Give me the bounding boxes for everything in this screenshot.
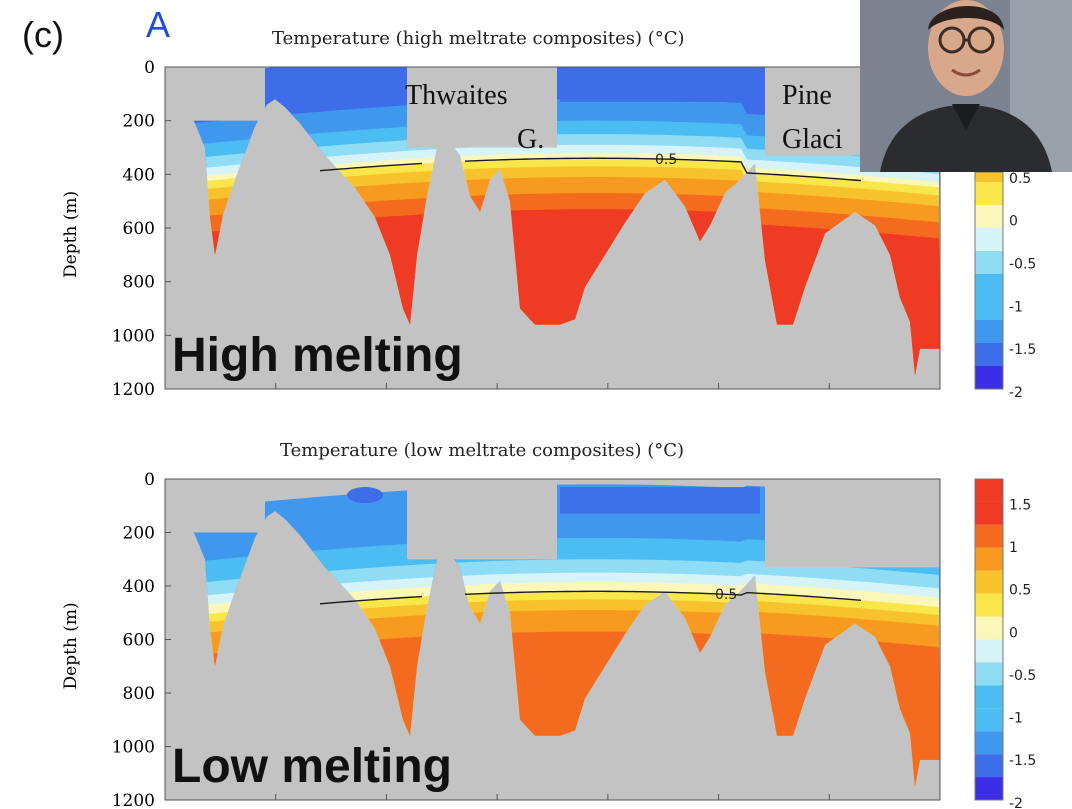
panel-label: (c) [22,14,64,55]
colorbar-swatch [975,731,1003,755]
colorbar-swatch [975,228,1003,251]
ice-shelf-thwaites [407,479,557,560]
ice-shelf-pine-island [765,479,940,568]
contour-line-0-5 [319,157,862,182]
y-axis-label: Depth (m) [61,602,81,689]
y-tick-label: 1200 [112,380,155,400]
y-tick-label: 200 [123,112,155,132]
cold-core [560,487,760,514]
colorbar-swatch [975,524,1003,548]
colorbar-swatch [975,570,1003,594]
colorbar-swatch [975,547,1003,571]
colorbar-swatch [975,501,1003,525]
y-tick-label: 800 [123,273,155,293]
top-section-plot: 0.5 0 200 400 600 800 1000 1200 Depth (m) High me… [61,58,1036,401]
colorbar-swatch [975,297,1003,320]
colorbar-swatch [975,251,1003,274]
colorbar-swatch [975,708,1003,732]
presenter-photo [860,0,1072,172]
y-tick-label: 800 [123,684,155,704]
overlay-label: High melting [172,329,463,382]
colorbar-swatch [975,172,1003,182]
colorbar-tick-label: -1 [1009,711,1023,727]
colorbar-swatch [975,777,1003,800]
colorbar-frame [974,478,1004,801]
bottom-section-plot: 0.5 0 200 400 600 800 1000 1200 Depth (m) Low mel… [61,470,1036,809]
colorbar-swatch [975,754,1003,778]
colorbar-tick-label: -2 [1009,796,1023,809]
y-tick-label: 1000 [112,738,155,758]
colorbar-tick-label: 0.5 [1009,583,1031,599]
colorbar-swatch [975,639,1003,663]
colorbar-tick-label: -0.5 [1009,668,1036,684]
colorbar-swatch [975,205,1003,228]
colorbar-tick-label: 0.5 [1009,171,1031,187]
colorbar-tick-label: 0 [1009,625,1018,641]
y-tick-label: 0 [144,470,155,490]
colorbar-tick-label: 1.5 [1009,497,1031,513]
colorbar-tick-label: -1 [1009,299,1023,315]
overlay-label: Low melting [172,740,452,793]
colorbar-swatch [975,479,1003,502]
colorbar-swatch [975,182,1003,205]
colorbar-tick-label: -0.5 [1009,257,1036,273]
top-chart-title: Temperature (high meltrate composites) (… [272,28,685,49]
colorbar-swatch [975,593,1003,617]
colorbar-swatch [975,616,1003,640]
cold-core [347,75,383,92]
cold-core [347,487,383,504]
colorbar-swatch [975,662,1003,686]
y-tick-label: 600 [123,631,155,651]
colorbar-tick-label: -1.5 [1009,342,1036,358]
y-tick-label: 1000 [112,326,155,346]
colorbar-swatch [975,320,1003,343]
y-axis-label: Depth (m) [61,191,81,278]
y-tick-label: 0 [144,58,155,78]
ice-shelf-thwaites [407,67,557,148]
cold-core [560,75,760,102]
colorbar-swatch [975,366,1003,389]
contour-line-0-5 [319,590,862,605]
y-tick-label: 600 [123,219,155,239]
y-tick-label: 400 [123,165,155,185]
colorbar-tick-label: -2 [1009,385,1023,401]
colorbar-frame [974,171,1004,390]
glacier-annotation: G. [517,124,544,155]
glacier-annotation: Thwaites [405,80,508,111]
y-tick-label: 1200 [112,791,155,809]
y-tick-label: 200 [123,524,155,544]
ice-shelf-west [165,67,265,121]
contour-label: 0.5 [655,152,677,168]
colorbar-swatch [975,274,1003,297]
y-tick-label: 400 [123,577,155,597]
bottom-chart-title: Temperature (low meltrate composites) (°… [280,440,685,461]
colorbar-swatch [975,685,1003,709]
person-photo-icon [860,0,1072,172]
glacier-annotation: Glaci [782,124,843,155]
ice-shelf-west [165,479,265,533]
colorbar-tick-label: 0 [1009,214,1018,230]
panel-letter: A [146,4,171,45]
glacier-annotation: Pine [782,80,832,111]
colorbar-tick-label: -1.5 [1009,753,1036,769]
colorbar-swatch [975,343,1003,366]
contour-label: 0.5 [715,587,737,603]
colorbar-tick-label: 1 [1009,540,1018,556]
